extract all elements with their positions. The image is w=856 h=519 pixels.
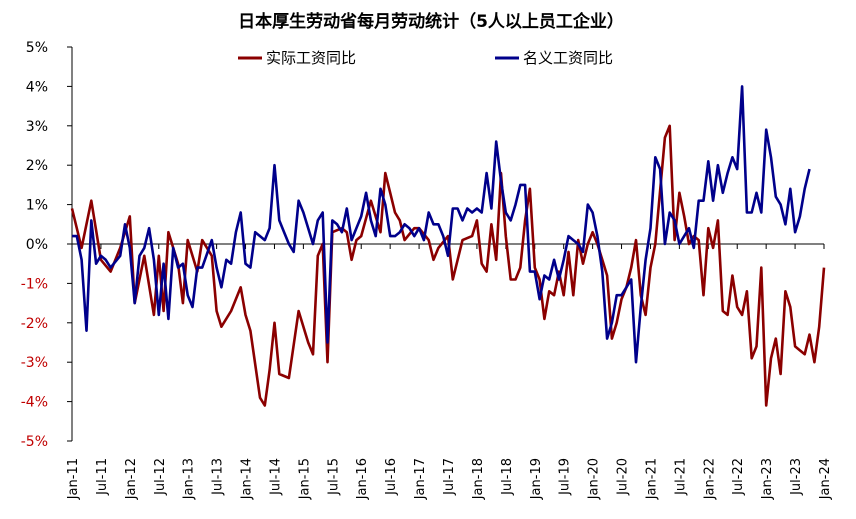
x-tick-label: Jan-23 xyxy=(760,458,775,500)
y-axis: 5% 4% 3% 2% 1% 0% -1% -2% -3% -4% -5% xyxy=(21,40,73,450)
y-tick-label: -2% xyxy=(21,316,48,332)
x-tick-label: Jul-14 xyxy=(268,458,283,496)
x-tick-label: Jan-13 xyxy=(182,458,197,500)
x-tick-label: Jan-19 xyxy=(529,458,544,500)
x-tick-label: Jan-17 xyxy=(413,458,428,500)
x-tick-label: Jan-21 xyxy=(644,458,659,500)
x-tick-label: Jan-12 xyxy=(124,458,139,500)
y-tick-label: 1% xyxy=(26,198,48,214)
x-tick-label: Jul-22 xyxy=(731,458,746,496)
x-tick-label: Jul-19 xyxy=(558,458,573,496)
x-tick-label: Jul-23 xyxy=(789,458,804,496)
y-tick-label: 5% xyxy=(26,40,48,56)
x-axis: Jan-11 Jul-11 Jan-12 Jul-12 Jan-13 Jul-13 Jan-… xyxy=(66,243,833,500)
x-tick-label: Jul-15 xyxy=(326,458,341,496)
x-tick-label: Jan-18 xyxy=(471,458,486,500)
x-tick-label: Jul-12 xyxy=(153,458,168,496)
x-tick-label: Jan-16 xyxy=(355,458,370,500)
x-tick-label: Jul-17 xyxy=(442,458,457,496)
y-tick-label: -1% xyxy=(21,276,48,292)
series-line-real-wage xyxy=(70,124,826,407)
x-tick-label: Jul-13 xyxy=(211,458,226,496)
y-tick-label: 3% xyxy=(26,119,48,135)
x-tick-label: Jul-20 xyxy=(616,458,631,496)
x-tick-label: Jan-20 xyxy=(587,458,602,500)
y-tick-label: -3% xyxy=(21,355,48,371)
x-tick-label: Jul-21 xyxy=(673,458,688,496)
y-tick-label: 0% xyxy=(26,237,48,253)
y-tick-label: 4% xyxy=(26,79,48,95)
x-tick-label: Jul-16 xyxy=(384,458,399,496)
y-tick-label: -4% xyxy=(21,395,48,411)
x-tick-label: Jan-22 xyxy=(702,458,717,500)
x-tick-label: Jan-11 xyxy=(66,458,81,500)
x-tick-label: Jul-18 xyxy=(500,458,515,496)
x-tick-label: Jan-15 xyxy=(297,458,312,500)
series-group xyxy=(70,85,826,407)
legend: 实际工资同比 名义工资同比 xyxy=(238,49,613,67)
x-tick-label: Jan-24 xyxy=(818,458,833,500)
x-tick-label: Jul-11 xyxy=(95,458,110,496)
y-tick-label: -5% xyxy=(21,434,48,450)
legend-label: 实际工资同比 xyxy=(266,49,356,67)
chart-title: 日本厚生劳动省每月劳动统计（5人以上员工企业） xyxy=(238,11,624,32)
legend-label: 名义工资同比 xyxy=(523,49,613,67)
x-tick-label: Jan-14 xyxy=(240,458,255,500)
y-tick-label: 2% xyxy=(26,158,48,174)
series-line-nominal-wage xyxy=(72,85,811,364)
